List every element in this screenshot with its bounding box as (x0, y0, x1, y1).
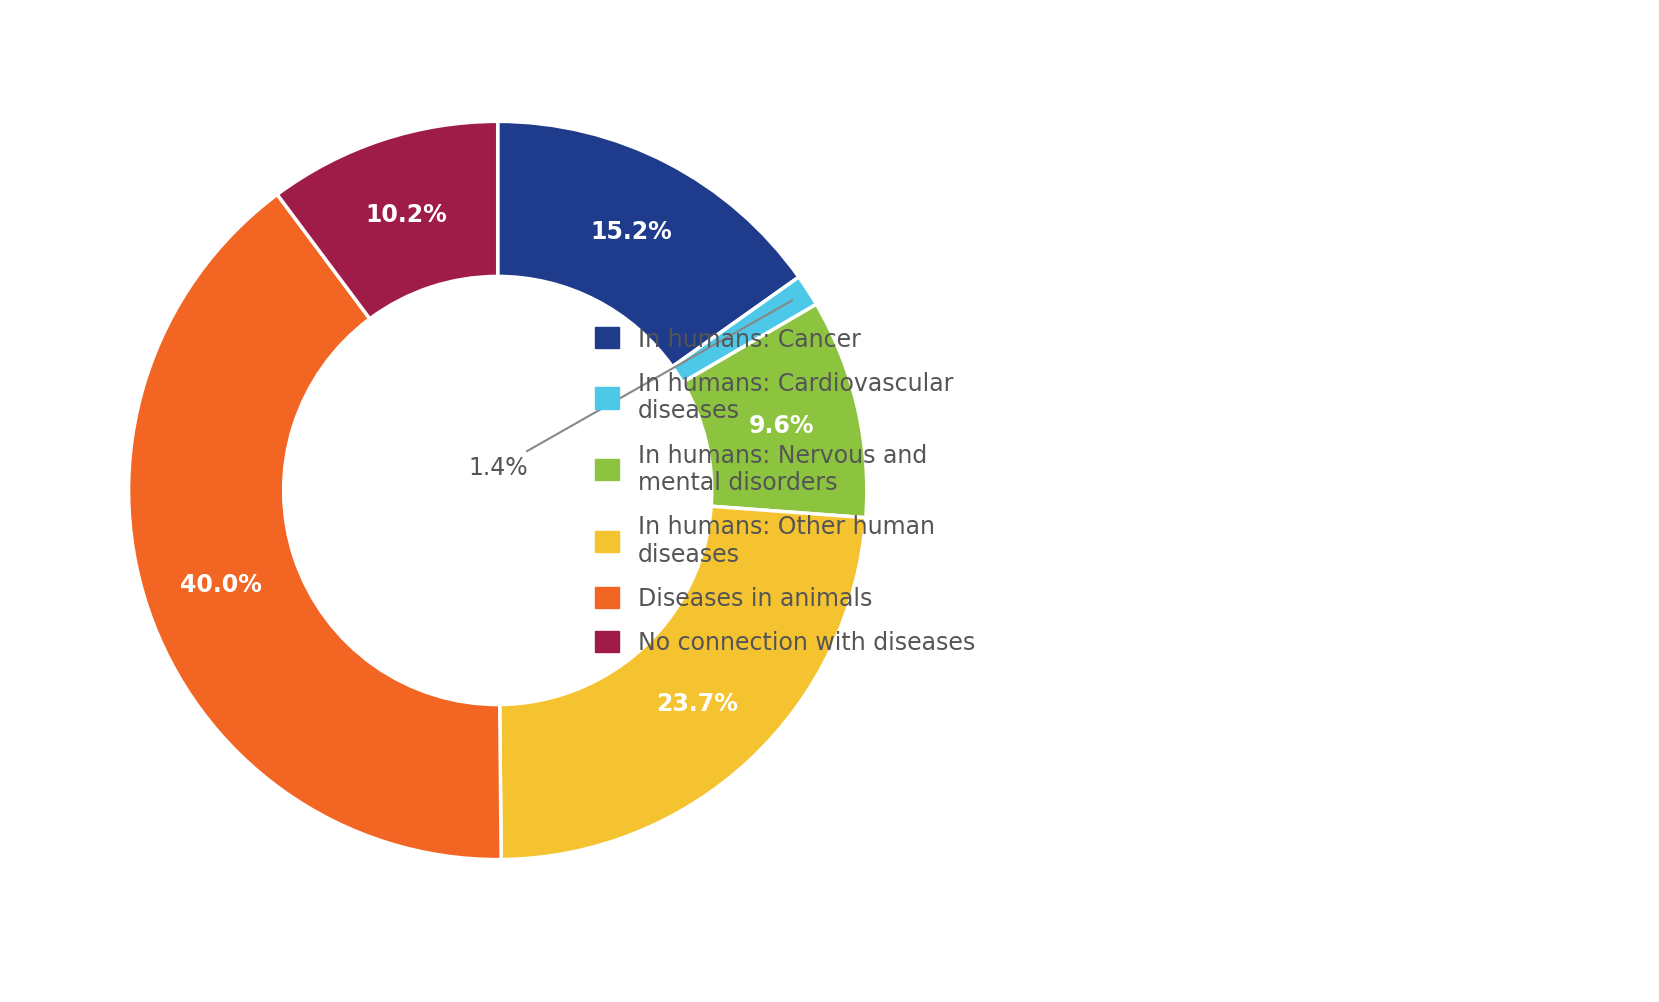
Wedge shape (277, 122, 498, 320)
Text: 23.7%: 23.7% (657, 691, 738, 715)
Wedge shape (129, 195, 501, 860)
Text: 40.0%: 40.0% (181, 572, 262, 596)
Text: 10.2%: 10.2% (365, 202, 446, 226)
Text: 15.2%: 15.2% (591, 220, 672, 244)
Wedge shape (499, 507, 866, 860)
Legend: In humans: Cancer, In humans: Cardiovascular
diseases, In humans: Nervous and
me: In humans: Cancer, In humans: Cardiovasc… (584, 316, 987, 666)
Text: 9.6%: 9.6% (748, 413, 815, 437)
Wedge shape (682, 305, 866, 518)
Text: 1.4%: 1.4% (469, 301, 793, 480)
Wedge shape (672, 278, 816, 383)
Wedge shape (498, 122, 800, 368)
